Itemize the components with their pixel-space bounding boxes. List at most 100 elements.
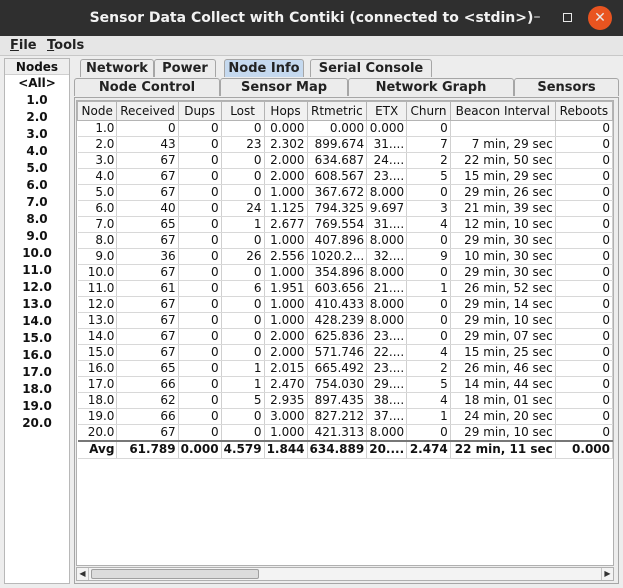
table-row[interactable]: 1.0 0 0 0 0.000 0.000 0.000 0 0 [77, 120, 613, 137]
table-cell: 754.030 [307, 376, 368, 393]
node-item[interactable]: 6.0 [26, 178, 48, 192]
node-item[interactable]: 18.0 [22, 382, 52, 396]
node-item[interactable]: 14.0 [22, 314, 52, 328]
table-cell: 21.... [366, 280, 408, 297]
table-cell: 17.0 [77, 376, 118, 393]
table-cell: 65 [116, 216, 179, 233]
menu-tools[interactable]: Tools [47, 38, 84, 53]
node-item[interactable]: 9.0 [26, 229, 48, 243]
tab-sensor-map[interactable]: Sensor Map [220, 78, 348, 96]
node-item[interactable]: 2.0 [26, 110, 48, 124]
node-item[interactable]: 10.0 [22, 246, 52, 260]
average-cell: 634.889 [307, 440, 368, 459]
column-header[interactable]: Churn [406, 101, 451, 121]
table-cell: 15.0 [77, 344, 118, 361]
tab-network[interactable]: Network [80, 59, 154, 77]
column-header[interactable]: Beacon Interval [449, 101, 556, 121]
node-item[interactable]: 5.0 [26, 161, 48, 175]
table-cell: 61 [116, 280, 179, 297]
table-cell: 665.492 [307, 360, 368, 377]
scroll-thumb[interactable] [91, 569, 259, 579]
node-item[interactable]: 8.0 [26, 212, 48, 226]
table-cell: 0 [221, 408, 265, 425]
table-cell: 29 min, 07 sec [450, 328, 556, 345]
scroll-right-arrow-icon[interactable]: ▶ [601, 568, 613, 580]
node-item-all[interactable]: <All> [18, 76, 56, 90]
node-item[interactable]: 12.0 [22, 280, 52, 294]
column-header[interactable]: Rtmetric [306, 101, 368, 121]
node-item[interactable]: 1.0 [26, 93, 48, 107]
table-cell: 19.0 [77, 408, 118, 425]
table-row[interactable]: 18.0 62 0 5 2.935 897.435 38.... 4 18 min, 01 se… [77, 392, 613, 409]
table-row[interactable]: 13.0 67 0 0 1.000 428.239 8.000 0 29 min, 10 sec… [77, 312, 613, 329]
tab-network-graph[interactable]: Network Graph [348, 78, 514, 96]
table-row[interactable]: 14.0 67 0 0 2.000 625.836 23.... 0 29 min, 07 se… [77, 328, 613, 345]
table-cell: 3.0 [77, 152, 118, 169]
node-item[interactable]: 3.0 [26, 127, 48, 141]
horizontal-scrollbar[interactable]: ◀ ▶ [76, 567, 614, 581]
close-button[interactable]: ✕ [588, 6, 612, 30]
table-cell: 31.... [366, 216, 408, 233]
node-item[interactable]: 11.0 [22, 263, 52, 277]
column-header[interactable]: Received [116, 101, 179, 121]
node-item[interactable]: 19.0 [22, 399, 52, 413]
node-item[interactable]: 17.0 [22, 365, 52, 379]
table-row[interactable]: 12.0 67 0 0 1.000 410.433 8.000 0 29 min, 14 sec… [77, 296, 613, 313]
table-cell: 67 [116, 312, 179, 329]
node-item[interactable]: 7.0 [26, 195, 48, 209]
table-cell: 0 [178, 280, 222, 297]
table-row[interactable]: 3.0 67 0 0 2.000 634.687 24.... 2 22 min, 50 sec… [77, 152, 613, 169]
table-cell: 0 [178, 152, 222, 169]
table-row[interactable]: 16.0 65 0 1 2.015 665.492 23.... 2 26 min, 46 se… [77, 360, 613, 377]
tab-node-control[interactable]: Node Control [74, 78, 220, 96]
column-header[interactable]: Reboots [554, 101, 613, 121]
table-cell: 0 [178, 264, 222, 281]
tab-power[interactable]: Power [154, 59, 216, 77]
table-cell: 16.0 [77, 360, 118, 377]
column-header[interactable]: ETX [366, 101, 408, 121]
table-cell: 0 [406, 312, 451, 329]
table-row[interactable]: 6.0 40 0 24 1.125 794.325 9.697 3 21 min, 39 sec… [77, 200, 613, 217]
column-header[interactable]: Dups [177, 101, 222, 121]
node-item[interactable]: 4.0 [26, 144, 48, 158]
table-cell: 608.567 [307, 168, 368, 185]
column-header[interactable]: Node [77, 101, 118, 121]
column-header[interactable]: Hops [263, 101, 308, 121]
table-cell: 1.000 [264, 312, 308, 329]
node-item[interactable]: 16.0 [22, 348, 52, 362]
column-header[interactable]: Lost [220, 101, 265, 121]
table-row[interactable]: 8.0 67 0 0 1.000 407.896 8.000 0 29 min, 30 sec 0 [77, 232, 613, 249]
table-cell: 18 min, 01 sec [450, 392, 556, 409]
table-cell: 13.0 [77, 312, 118, 329]
table-row[interactable]: 10.0 67 0 0 1.000 354.896 8.000 0 29 min, 30 sec… [77, 264, 613, 281]
table-cell: 29 min, 26 sec [450, 184, 556, 201]
maximize-button[interactable] [555, 6, 579, 30]
table-row[interactable]: 17.0 66 0 1 2.470 754.030 29.... 5 14 min, 44 se… [77, 376, 613, 393]
table-row[interactable]: 5.0 67 0 0 1.000 367.672 8.000 0 29 min, 26 sec 0 [77, 184, 613, 201]
table-cell: 2.302 [264, 136, 308, 153]
menu-file[interactable]: File [10, 38, 37, 53]
tab-sensors[interactable]: Sensors [514, 78, 619, 96]
node-item[interactable]: 13.0 [22, 297, 52, 311]
table-row[interactable]: 9.0 36 0 26 2.556 1020.2... 32.... 9 10 min, 30 … [77, 248, 613, 265]
scroll-left-arrow-icon[interactable]: ◀ [77, 568, 89, 580]
node-item[interactable]: 20.0 [22, 416, 52, 430]
table-row[interactable]: 19.0 66 0 0 3.000 827.212 37.... 1 24 min, 20 se… [77, 408, 613, 425]
node-item[interactable]: 15.0 [22, 331, 52, 345]
table-cell: 26 min, 52 sec [450, 280, 556, 297]
tab-serial-console[interactable]: Serial Console [310, 59, 432, 77]
table-row[interactable]: 20.0 67 0 0 1.000 421.313 8.000 0 29 min, 10 sec… [77, 424, 613, 442]
table-cell: 29 min, 30 sec [450, 232, 556, 249]
minimize-button[interactable]: – [533, 9, 541, 25]
table-row[interactable]: 11.0 61 0 6 1.951 603.656 21.... 1 26 min, 52 se… [77, 280, 613, 297]
table-cell: 14.0 [77, 328, 118, 345]
table-cell: 634.687 [307, 152, 368, 169]
table-row[interactable]: 2.0 43 0 23 2.302 899.674 31.... 7 7 min, 29 sec… [77, 136, 613, 153]
tab-node-info[interactable]: Node Info [224, 59, 304, 77]
table-row[interactable]: 7.0 65 0 1 2.677 769.554 31.... 4 12 min, 10 sec… [77, 216, 613, 233]
table-cell: 8.000 [366, 232, 408, 249]
table-cell: 0 [406, 264, 451, 281]
maximize-icon [562, 13, 572, 22]
table-row[interactable]: 4.0 67 0 0 2.000 608.567 23.... 5 15 min, 29 sec… [77, 168, 613, 185]
table-row[interactable]: 15.0 67 0 0 2.000 571.746 22.... 4 15 min, 25 se… [77, 344, 613, 361]
